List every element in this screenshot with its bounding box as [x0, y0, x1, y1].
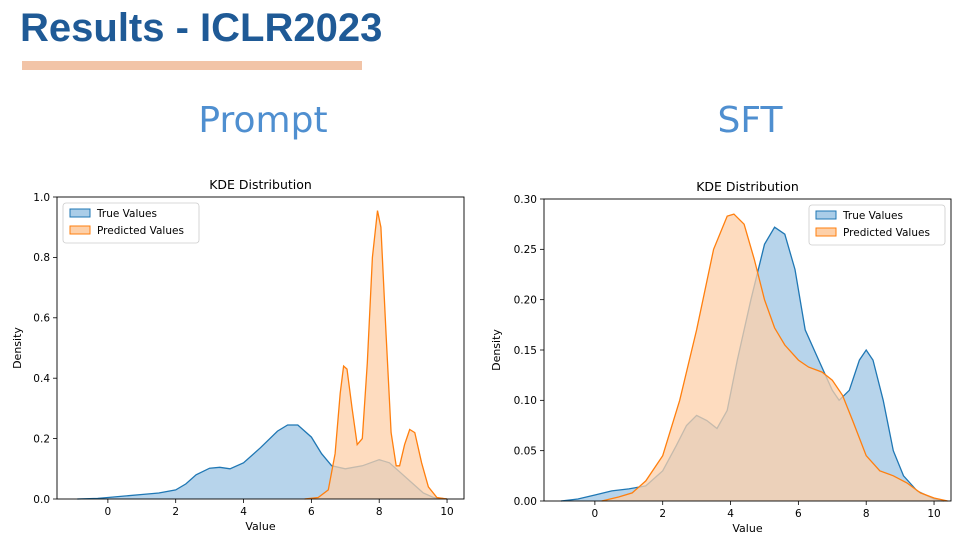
x-tick-label: 2 [172, 506, 179, 518]
y-tick-label: 0.15 [514, 345, 537, 357]
kde-chart-prompt: 0 2 4 6 8 10 0.0 0.2 0.4 0.6 0.8 1.0 KDE Distributio… [11, 177, 465, 533]
legend-label-1: Predicted Values [843, 227, 930, 239]
x-tick-label: 2 [659, 508, 666, 520]
series-area-1 [304, 210, 447, 499]
kde-chart-sft: 0 2 4 6 8 10 0.00 0.05 0.10 0.15 0.20 0.25 0.30 KDE D… [490, 179, 952, 535]
y-tick-label: 0.2 [33, 433, 50, 445]
chart-legend: True Values Predicted Values [808, 204, 946, 246]
x-tick-label: 8 [863, 508, 870, 520]
x-tick-label: 4 [727, 508, 734, 520]
legend-box [62, 202, 200, 244]
title-underline [22, 61, 362, 70]
y-axis-label: Density [11, 327, 24, 369]
y-axis-label: Density [490, 329, 503, 371]
series-area-1 [601, 214, 948, 501]
y-tick-label: 0.25 [514, 244, 537, 256]
y-tick-label: 0.4 [33, 373, 50, 385]
x-axis-label: Value [245, 520, 275, 533]
y-tick-label: 0.10 [514, 395, 537, 407]
panel-heading-prompt: Prompt [198, 100, 328, 141]
y-tick-label: 0.6 [33, 313, 50, 325]
y-tick-label: 0.0 [33, 494, 50, 506]
legend-label-0: True Values [842, 210, 903, 222]
y-tick-label: 0.20 [514, 294, 537, 306]
x-tick-label: 10 [440, 506, 453, 518]
x-tick-label: 8 [376, 506, 383, 518]
legend-swatch-0 [815, 210, 837, 220]
x-tick-label: 6 [308, 506, 315, 518]
y-tick-label: 0.8 [33, 252, 50, 264]
legend-swatch-1 [815, 227, 837, 237]
x-tick-label: 0 [105, 506, 112, 518]
x-tick-label: 10 [927, 508, 940, 520]
series-line-1 [601, 213, 948, 502]
y-tick-label: 0.05 [514, 445, 537, 457]
series-line-1 [304, 210, 448, 500]
legend-label-0: True Values [96, 208, 157, 220]
y-tick-label: 0.30 [514, 194, 537, 206]
slide-title: Results - ICLR2023 [20, 6, 383, 50]
legend-label-1: Predicted Values [97, 225, 184, 237]
chart-title: KDE Distribution [696, 179, 799, 194]
legend-swatch-1 [69, 225, 91, 235]
legend-box [808, 204, 946, 246]
x-axis-label: Value [732, 522, 762, 535]
chart-legend: True Values Predicted Values [62, 202, 200, 244]
y-tick-label: 0.00 [514, 496, 537, 508]
x-tick-label: 0 [592, 508, 599, 520]
y-tick-label: 1.0 [33, 192, 50, 204]
plot-frame [56, 196, 465, 500]
chart-title: KDE Distribution [209, 177, 312, 192]
panel-heading-sft: SFT [717, 100, 783, 141]
x-tick-label: 6 [795, 508, 802, 520]
legend-swatch-0 [69, 208, 91, 218]
x-tick-label: 4 [240, 506, 247, 518]
